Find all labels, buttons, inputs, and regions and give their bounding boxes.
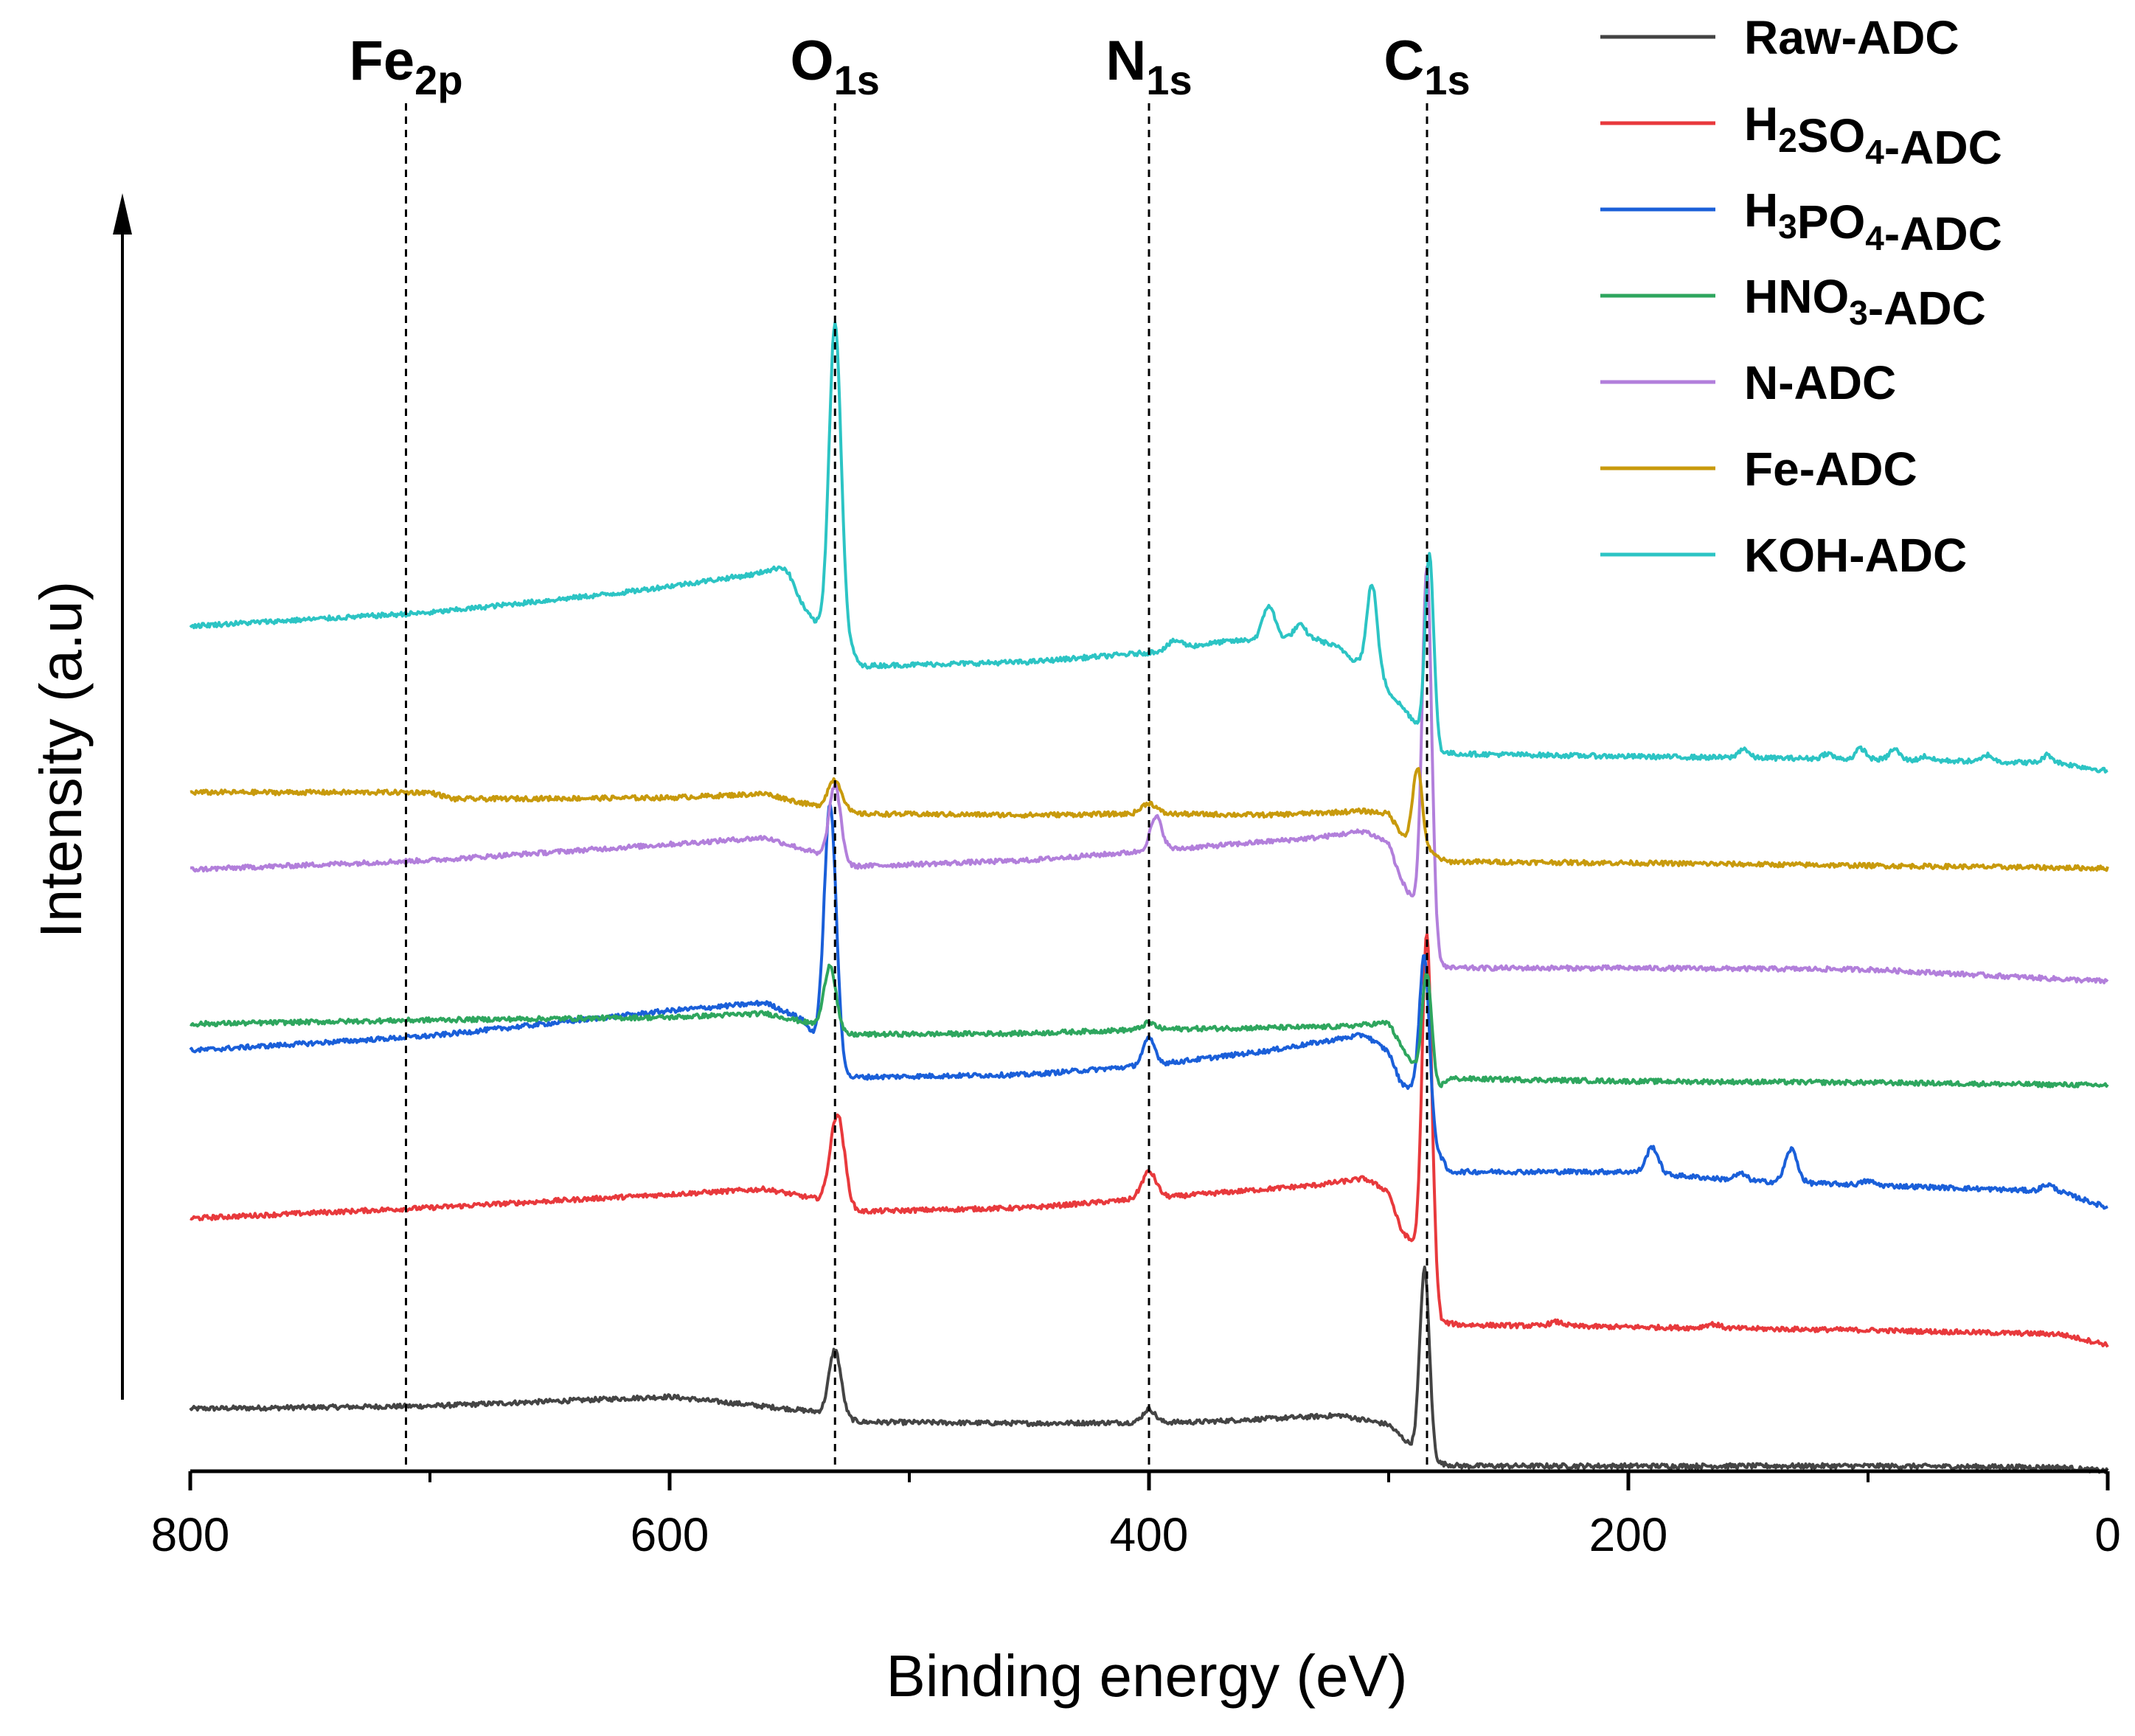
legend-label: H3PO4-ADC bbox=[1744, 184, 2002, 260]
peak-label-element: Fe bbox=[349, 29, 414, 92]
legend-item-koh-adc: KOH-ADC bbox=[1600, 529, 1967, 582]
x-tick-label: 0 bbox=[2094, 1508, 2121, 1561]
peak-label-o1s: O1s bbox=[791, 29, 880, 103]
peak-label-orbital: 1s bbox=[1146, 57, 1192, 103]
legend-text: N-ADC bbox=[1744, 356, 1896, 409]
peak-label-orbital: 2p bbox=[414, 57, 462, 103]
x-tick-label: 800 bbox=[151, 1508, 230, 1561]
series-line-fe-adc bbox=[190, 767, 2109, 872]
legend-subscript: 4 bbox=[1865, 133, 1884, 171]
legend-label: KOH-ADC bbox=[1744, 529, 1967, 582]
legend-text: -ADC bbox=[1868, 282, 1986, 335]
y-axis-title: Intensity (a.u) bbox=[28, 581, 94, 939]
legend-label: Raw-ADC bbox=[1744, 11, 1959, 64]
peak-marker-lines: Fe2p O1s N1s C1s bbox=[349, 29, 1471, 1467]
y-axis-arrow bbox=[113, 193, 132, 1400]
legend-subscript: 3 bbox=[1849, 294, 1868, 332]
peak-label-orbital: 1s bbox=[834, 57, 880, 103]
peak-label-element: C bbox=[1384, 29, 1424, 92]
x-tick-label: 200 bbox=[1589, 1508, 1668, 1561]
x-tick-label: 600 bbox=[631, 1508, 709, 1561]
legend-label: Fe-ADC bbox=[1744, 442, 1917, 496]
legend-text: -ADC bbox=[1884, 207, 2002, 260]
legend-subscript: 2 bbox=[1778, 121, 1797, 159]
legend-text: -ADC bbox=[1884, 121, 2002, 174]
legend-text: Raw-ADC bbox=[1744, 11, 1959, 64]
x-axis-title: Binding energy (eV) bbox=[886, 1643, 1407, 1709]
series-line-n-adc bbox=[190, 565, 2109, 985]
legend-subscript: 4 bbox=[1865, 219, 1884, 257]
legend-text: Fe-ADC bbox=[1744, 442, 1917, 496]
legend-item-h3po4-adc: H3PO4-ADC bbox=[1600, 184, 2002, 260]
legend-item-raw-adc: Raw-ADC bbox=[1600, 11, 1959, 64]
legend-item-h2so4-adc: H2SO4-ADC bbox=[1600, 97, 2002, 174]
legend-text: KOH-ADC bbox=[1744, 529, 1967, 582]
legend-item-n-adc: N-ADC bbox=[1600, 356, 1896, 409]
legend-text: H bbox=[1744, 97, 1778, 150]
x-axis: 800 600 400 200 0 bbox=[151, 1469, 2121, 1561]
legend-item-fe-adc: Fe-ADC bbox=[1600, 442, 1917, 496]
legend-item-hno3-adc: HNO3-ADC bbox=[1600, 270, 1986, 335]
peak-label-c1s: C1s bbox=[1384, 29, 1470, 103]
peak-label-element: O bbox=[791, 29, 834, 92]
legend-text: SO bbox=[1797, 109, 1865, 162]
legend-text: HNO bbox=[1744, 270, 1849, 323]
peak-label-n1s: N1s bbox=[1105, 29, 1192, 103]
legend-text: H bbox=[1744, 184, 1778, 237]
legend: Raw-ADCH2SO4-ADCH3PO4-ADCHNO3-ADCN-ADCFe… bbox=[1600, 11, 2002, 582]
legend-label: HNO3-ADC bbox=[1744, 270, 1986, 335]
peak-label-element: N bbox=[1105, 29, 1146, 92]
peak-label-orbital: 1s bbox=[1424, 57, 1470, 103]
y-axis-arrowhead-icon bbox=[113, 193, 132, 235]
x-tick-label: 400 bbox=[1110, 1508, 1189, 1561]
legend-label: N-ADC bbox=[1744, 356, 1896, 409]
peak-label-fe2p: Fe2p bbox=[349, 29, 462, 103]
legend-label: H2SO4-ADC bbox=[1744, 97, 2002, 174]
legend-text: PO bbox=[1797, 195, 1865, 249]
legend-subscript: 3 bbox=[1778, 207, 1797, 246]
